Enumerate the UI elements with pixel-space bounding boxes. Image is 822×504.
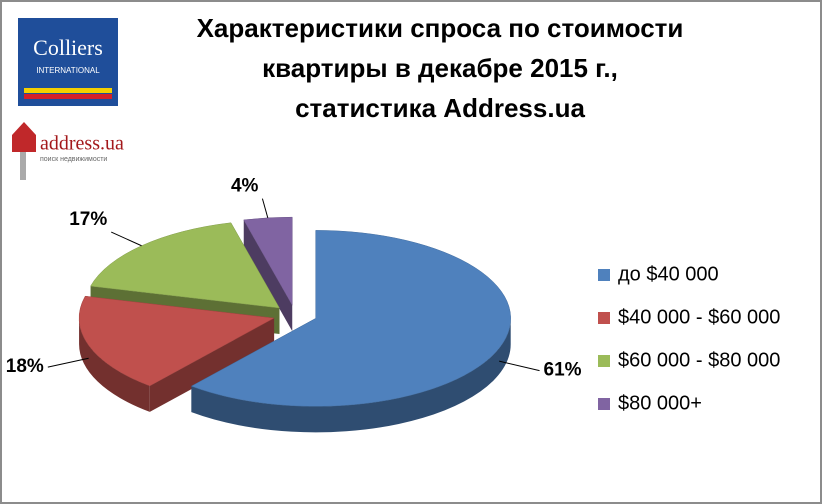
logo-text: INTERNATIONAL (36, 66, 100, 75)
slice-wall (191, 318, 511, 433)
slice (243, 216, 293, 307)
slice (78, 295, 275, 387)
leader-line (499, 360, 540, 372)
legend-label: $80 000+ (618, 392, 702, 414)
legend-swatch (598, 269, 610, 281)
address-logo: address.ua поиск недвижимости (12, 122, 124, 180)
legend-label: до $40 000 (618, 263, 719, 285)
data-label: 17% (69, 209, 107, 230)
logo-text: Colliers (33, 35, 103, 60)
data-label: 18% (6, 356, 44, 377)
data-label: 4% (231, 176, 259, 197)
slice-side (149, 318, 275, 412)
logo-text: поиск недвижимости (40, 156, 107, 163)
key-icon (20, 152, 26, 180)
legend-swatch (598, 312, 610, 324)
chart-title: Характеристики спроса по стоимости (197, 13, 684, 43)
colliers-logo: Colliers INTERNATIONAL (18, 18, 118, 106)
legend-swatch (598, 355, 610, 367)
leader-line (261, 198, 269, 218)
logo-stripe (24, 94, 112, 99)
data-label: 61% (544, 360, 582, 381)
slice-wall (79, 318, 150, 412)
chart-title: статистика Address.ua (295, 93, 585, 123)
chart-title: квартиры в декабре 2015 г., (262, 53, 618, 83)
leader-line (111, 231, 142, 247)
logo-text: address.ua (40, 133, 124, 155)
leader-line (47, 357, 89, 368)
logo-stripe (24, 88, 112, 93)
legend-label: $40 000 - $60 000 (618, 306, 780, 328)
slice (190, 230, 511, 407)
slice-side (243, 219, 293, 332)
house-icon (12, 122, 36, 152)
legend-swatch (598, 398, 610, 410)
legend-label: $60 000 - $80 000 (618, 349, 780, 371)
